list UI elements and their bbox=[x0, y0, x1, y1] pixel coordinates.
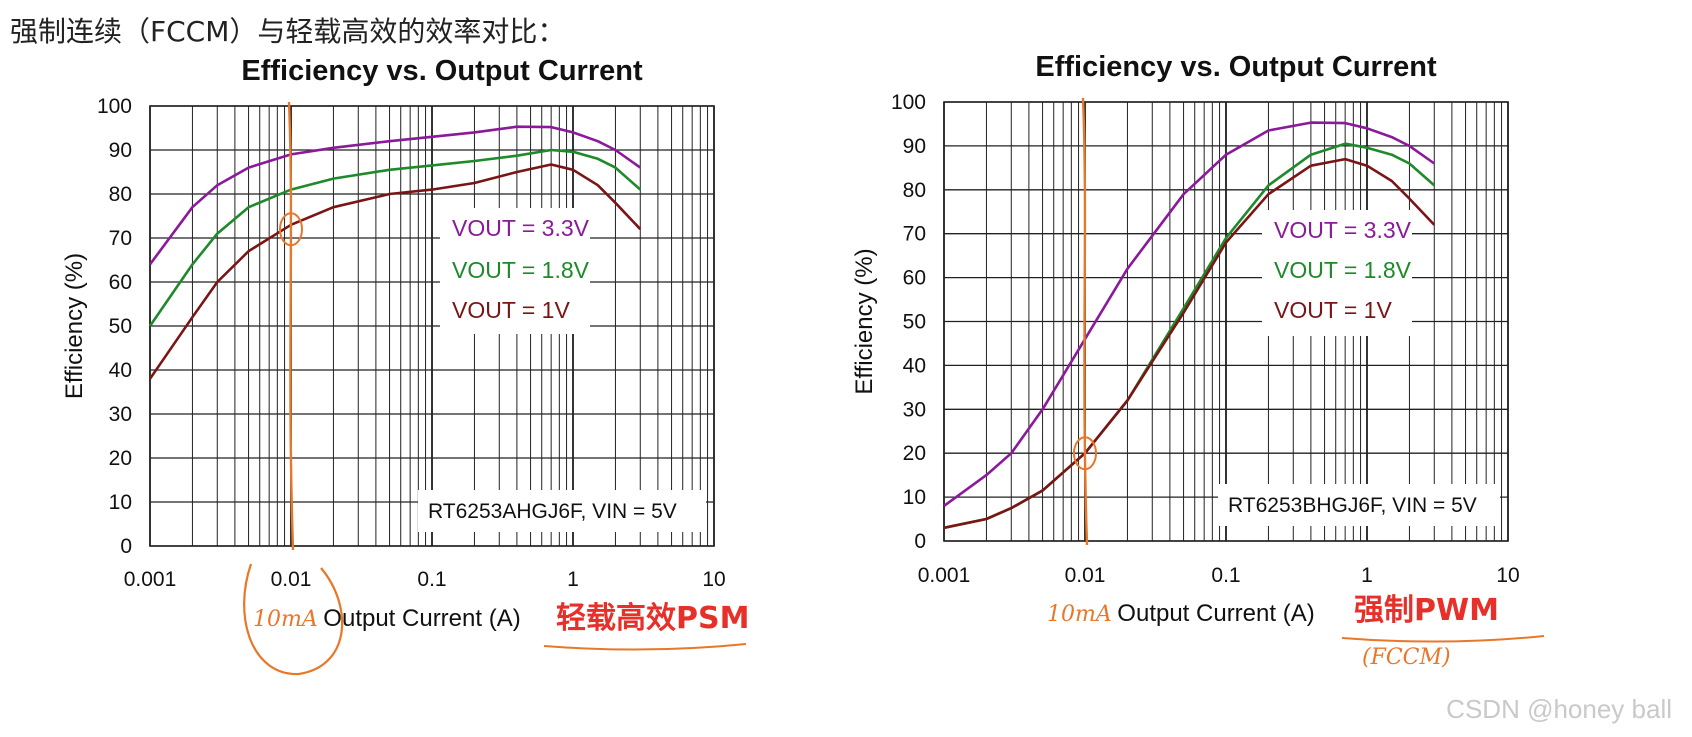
x-tick-label: 10 bbox=[702, 568, 725, 591]
x-tick-label: 10 bbox=[1496, 564, 1519, 587]
y-tick-label: 40 bbox=[109, 359, 132, 382]
y-tick-label: 20 bbox=[109, 447, 132, 470]
y-tick-label: 90 bbox=[109, 139, 132, 162]
part-label-background bbox=[418, 490, 706, 532]
x-tick-label: 0.001 bbox=[918, 564, 971, 587]
y-tick-label: 80 bbox=[109, 183, 132, 206]
annotation-circle bbox=[279, 212, 303, 247]
hand-note: 10mA bbox=[253, 607, 318, 632]
page-heading: 强制连续（FCCM）与轻载高效的效率对比： bbox=[10, 15, 566, 48]
x-axis-label: Output Current (A) bbox=[1117, 600, 1314, 627]
y-tick-label: 30 bbox=[109, 403, 132, 426]
mode-label: 强制PWM bbox=[1354, 593, 1499, 628]
x-tick-label: 0.01 bbox=[271, 568, 312, 591]
x-tick-label: 0.1 bbox=[417, 568, 446, 591]
y-tick-label: 70 bbox=[903, 223, 926, 246]
y-tick-label: 30 bbox=[903, 398, 926, 421]
x-axis-label: Output Current (A) bbox=[323, 605, 520, 632]
legend-background bbox=[1262, 210, 1412, 336]
x-tick-label: 1 bbox=[1361, 564, 1373, 587]
annotation-marker-line bbox=[287, 101, 295, 551]
y-tick-label: 20 bbox=[903, 442, 926, 465]
y-tick-label: 70 bbox=[109, 227, 132, 250]
y-axis-label: Efficiency (%) bbox=[61, 253, 88, 399]
x-tick-label: 0.001 bbox=[124, 568, 177, 591]
y-tick-label: 50 bbox=[109, 315, 132, 338]
legend-background bbox=[440, 208, 590, 334]
chart-pwm: Efficiency vs. Output Current 0 10 20 30 40 50… bbox=[851, 51, 1545, 670]
series-line bbox=[148, 163, 642, 380]
legend-entry: VOUT = 1.8V bbox=[1274, 257, 1412, 283]
mode-note: (FCCM) bbox=[1362, 645, 1451, 670]
hand-note: 10mA bbox=[1047, 602, 1112, 627]
annotation-circle bbox=[1073, 436, 1097, 471]
y-tick-label: 60 bbox=[903, 267, 926, 290]
y-tick-label: 100 bbox=[891, 91, 926, 114]
watermark: CSDN @honey ball bbox=[1446, 694, 1672, 724]
mode-label-underline bbox=[1341, 635, 1545, 643]
part-label: RT6253AHGJ6F, VIN = 5V bbox=[428, 500, 677, 523]
legend-entry: VOUT = 1V bbox=[452, 297, 570, 323]
series-line bbox=[943, 157, 1436, 530]
x-tick-label: 0.01 bbox=[1065, 564, 1106, 587]
series-line bbox=[148, 125, 642, 266]
mode-label-underline bbox=[543, 643, 747, 651]
x-tick-label: 1 bbox=[567, 568, 579, 591]
y-tick-label: 10 bbox=[109, 491, 132, 514]
y-tick-label: 80 bbox=[903, 179, 926, 202]
y-tick-label: 0 bbox=[120, 535, 132, 558]
annotation-loop bbox=[243, 563, 344, 676]
y-tick-label: 60 bbox=[109, 271, 132, 294]
series-line bbox=[148, 148, 642, 327]
legend-entry: VOUT = 1V bbox=[1274, 297, 1392, 323]
part-label-background bbox=[1218, 484, 1500, 526]
y-tick-label: 10 bbox=[903, 486, 926, 509]
plot-frame bbox=[943, 101, 1509, 542]
series-line bbox=[943, 121, 1436, 507]
x-tick-label: 0.1 bbox=[1211, 564, 1240, 587]
part-label: RT6253BHGJ6F, VIN = 5V bbox=[1228, 494, 1477, 517]
annotation-marker-line bbox=[1081, 97, 1089, 546]
chart-psm: Efficiency vs. Output Current 0 10 20 30 40 50… bbox=[61, 55, 749, 676]
y-axis-label: Efficiency (%) bbox=[851, 248, 878, 394]
y-tick-label: 90 bbox=[903, 135, 926, 158]
legend-entry: VOUT = 3.3V bbox=[1274, 217, 1412, 243]
y-tick-label: 100 bbox=[97, 95, 132, 118]
legend-entry: VOUT = 3.3V bbox=[452, 215, 590, 241]
chart-title: Efficiency vs. Output Current bbox=[1035, 51, 1437, 83]
mode-label: 轻载高效PSM bbox=[556, 601, 749, 636]
y-tick-label: 40 bbox=[903, 354, 926, 377]
y-tick-label: 50 bbox=[903, 311, 926, 334]
y-tick-label: 0 bbox=[914, 530, 926, 553]
chart-title: Efficiency vs. Output Current bbox=[241, 55, 643, 87]
legend-entry: VOUT = 1.8V bbox=[452, 257, 590, 283]
